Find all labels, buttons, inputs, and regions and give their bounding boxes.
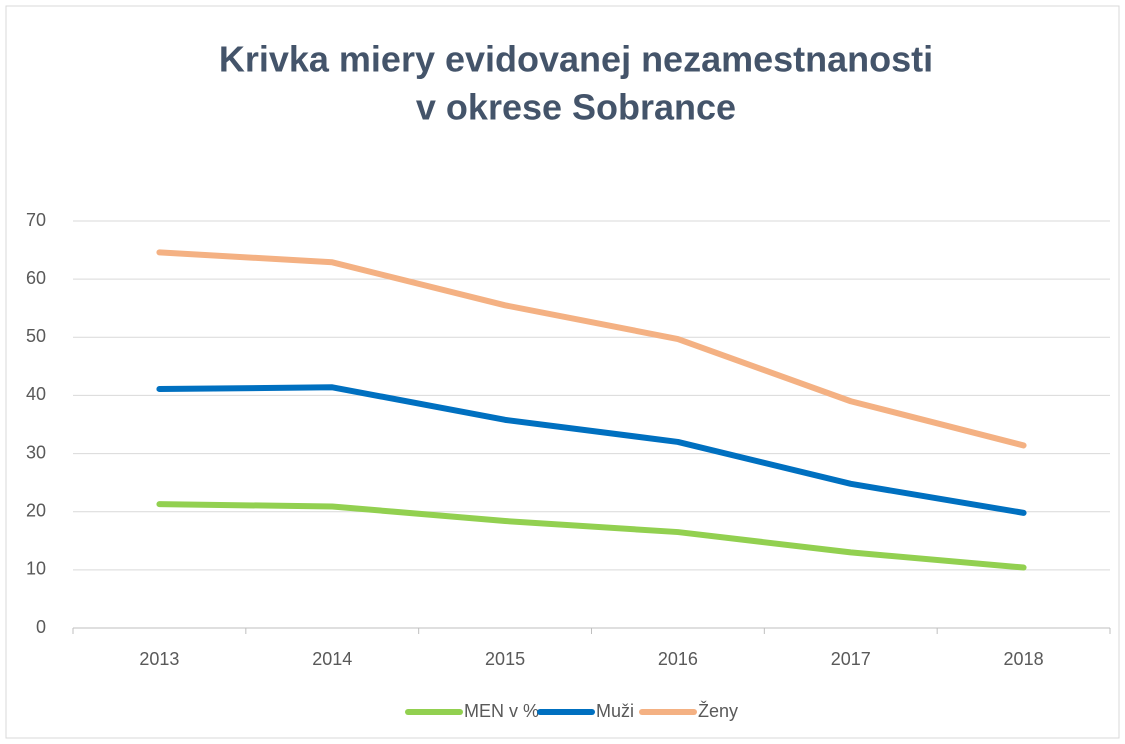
x-tick-label: 2017 bbox=[831, 649, 871, 669]
x-tick-label: 2015 bbox=[485, 649, 525, 669]
y-tick-label: 0 bbox=[36, 617, 46, 637]
chart-border bbox=[5, 5, 1120, 739]
legend-label: Muži bbox=[596, 701, 634, 721]
x-tick-label: 2014 bbox=[312, 649, 352, 669]
chart-title: Krivka miery evidovanej nezamestnanosti bbox=[219, 39, 933, 80]
chart-title: v okrese Sobrance bbox=[416, 87, 736, 128]
y-tick-label: 20 bbox=[26, 500, 46, 520]
y-tick-label: 60 bbox=[26, 268, 46, 288]
line-series bbox=[156, 384, 1027, 516]
line-series bbox=[156, 249, 1027, 449]
y-tick-label: 10 bbox=[26, 559, 46, 579]
y-tick-label: 30 bbox=[26, 442, 46, 462]
legend-label: MEN v % bbox=[464, 701, 539, 721]
legend-label: Ženy bbox=[698, 701, 738, 721]
x-tick-label: 2016 bbox=[658, 649, 698, 669]
x-tick-label: 2018 bbox=[1004, 649, 1044, 669]
y-tick-label: 40 bbox=[26, 384, 46, 404]
y-tick-label: 50 bbox=[26, 326, 46, 346]
x-tick-label: 2013 bbox=[139, 649, 179, 669]
y-tick-label: 70 bbox=[26, 210, 46, 230]
line-series bbox=[156, 501, 1027, 571]
